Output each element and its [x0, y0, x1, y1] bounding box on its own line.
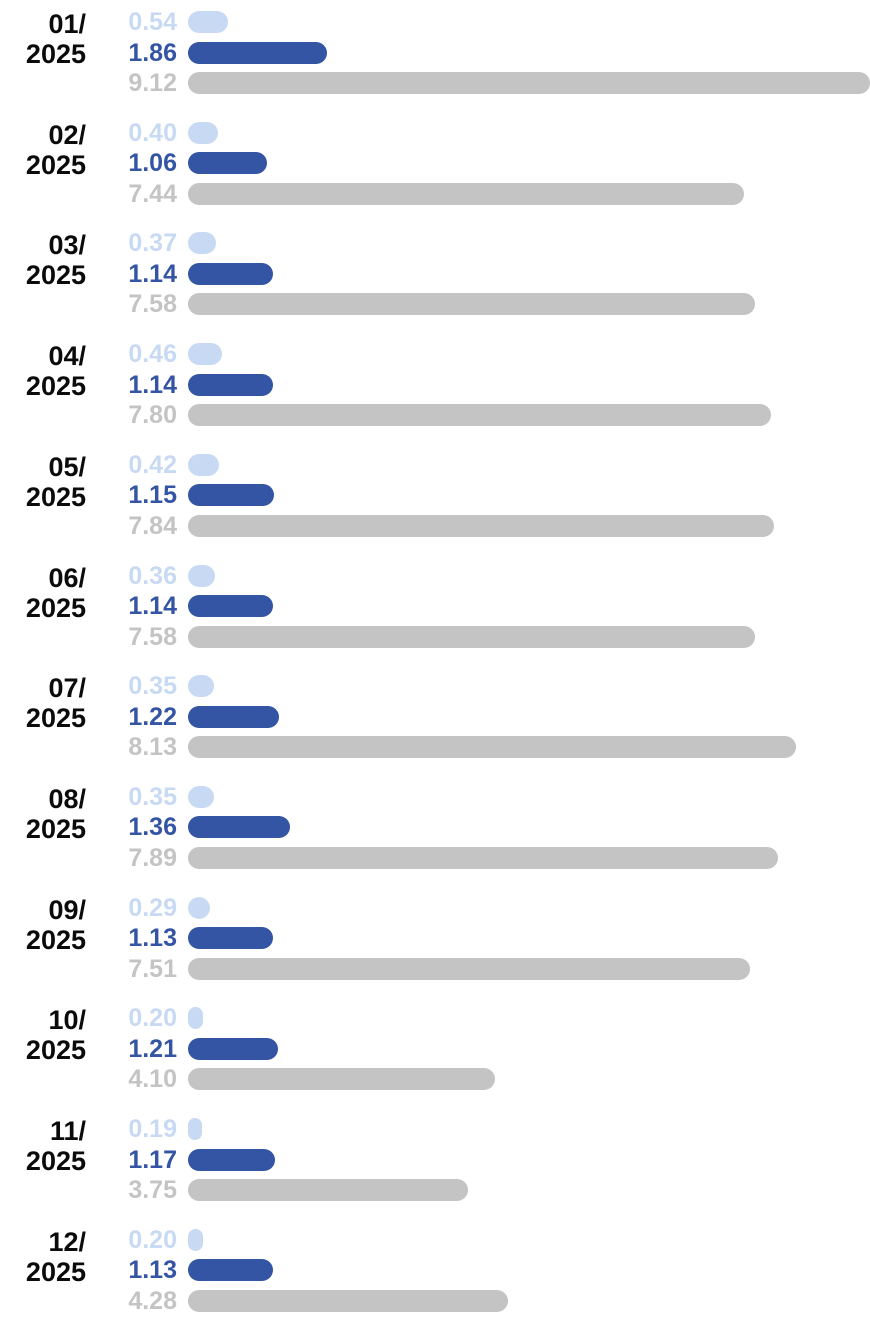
month-label: 05/ 2025	[25, 451, 86, 512]
bar	[188, 896, 210, 919]
value-label: 1.14	[128, 370, 177, 399]
bar	[188, 1118, 203, 1140]
bar	[188, 404, 772, 427]
value-label: 0.42	[128, 450, 177, 479]
value-label: 0.29	[128, 893, 177, 922]
bar	[188, 232, 216, 255]
month-label: 03/ 2025	[25, 230, 86, 291]
bar	[188, 343, 223, 366]
value-label: 7.89	[128, 843, 177, 872]
value-label: 0.19	[128, 1115, 177, 1143]
bar	[188, 11, 229, 33]
bar	[188, 262, 274, 285]
bar	[188, 564, 215, 587]
bar	[188, 514, 775, 537]
bar	[188, 453, 220, 476]
bar	[188, 1148, 276, 1171]
value-label: 1.14	[128, 592, 177, 620]
value-label: 4.10	[128, 1065, 177, 1094]
value-label: 1.14	[128, 259, 177, 288]
value-label: 0.20	[128, 1004, 177, 1033]
value-label: 7.58	[128, 290, 177, 319]
month-label: 02/ 2025	[25, 119, 86, 180]
bar	[188, 625, 755, 648]
value-label: 1.06	[128, 149, 177, 178]
value-label: 1.36	[128, 813, 177, 842]
value-label: 4.28	[128, 1286, 177, 1315]
value-label: 7.44	[128, 179, 177, 208]
bar	[188, 785, 215, 808]
bar	[188, 595, 274, 617]
month-label: 10/ 2025	[25, 1005, 86, 1066]
value-label: 0.54	[128, 8, 177, 36]
month-label: 09/ 2025	[25, 894, 86, 955]
value-label: 8.13	[128, 733, 177, 762]
value-label: 0.36	[128, 561, 177, 590]
month-label: 12/ 2025	[25, 1226, 86, 1287]
value-label: 1.13	[128, 924, 177, 953]
value-label: 7.84	[128, 511, 177, 540]
bar	[188, 152, 268, 175]
bar	[188, 1259, 273, 1282]
bar	[188, 1228, 203, 1251]
value-label: 1.21	[128, 1034, 177, 1063]
bar	[188, 72, 870, 94]
bar	[188, 182, 745, 205]
month-label: 04/ 2025	[25, 341, 86, 402]
bar	[188, 1037, 279, 1060]
bar	[188, 675, 215, 698]
value-label: 1.22	[128, 702, 177, 731]
bar	[188, 736, 796, 759]
bar	[188, 1289, 509, 1312]
bar	[188, 41, 328, 64]
month-label: 07/ 2025	[25, 673, 86, 734]
value-label: 0.35	[128, 672, 177, 701]
bar	[188, 484, 274, 507]
value-label: 3.75	[128, 1176, 177, 1204]
value-label: 0.37	[128, 229, 177, 258]
bar	[188, 846, 779, 869]
value-label: 9.12	[128, 69, 177, 97]
bar	[188, 373, 274, 396]
bar	[188, 1007, 203, 1030]
value-label: 1.17	[128, 1145, 177, 1174]
value-label: 0.35	[128, 782, 177, 811]
bar	[188, 957, 750, 980]
value-label: 1.15	[128, 481, 177, 510]
bar	[188, 1179, 469, 1201]
value-label: 0.20	[128, 1225, 177, 1254]
month-label: 11/ 2025	[25, 1116, 86, 1176]
bar	[188, 1068, 495, 1091]
value-label: 7.51	[128, 954, 177, 983]
value-label: 0.40	[128, 118, 177, 147]
bar	[188, 705, 280, 728]
value-label: 1.13	[128, 1256, 177, 1285]
bar	[188, 927, 273, 950]
month-label: 01/ 2025	[25, 9, 86, 69]
month-label: 06/ 2025	[25, 562, 86, 623]
value-label: 7.80	[128, 401, 177, 430]
bar	[188, 293, 755, 316]
bar	[188, 121, 218, 144]
month-label: 08/ 2025	[25, 783, 86, 844]
value-label: 1.86	[128, 38, 177, 67]
value-label: 7.58	[128, 622, 177, 651]
value-label: 0.46	[128, 340, 177, 369]
bar	[188, 816, 290, 839]
